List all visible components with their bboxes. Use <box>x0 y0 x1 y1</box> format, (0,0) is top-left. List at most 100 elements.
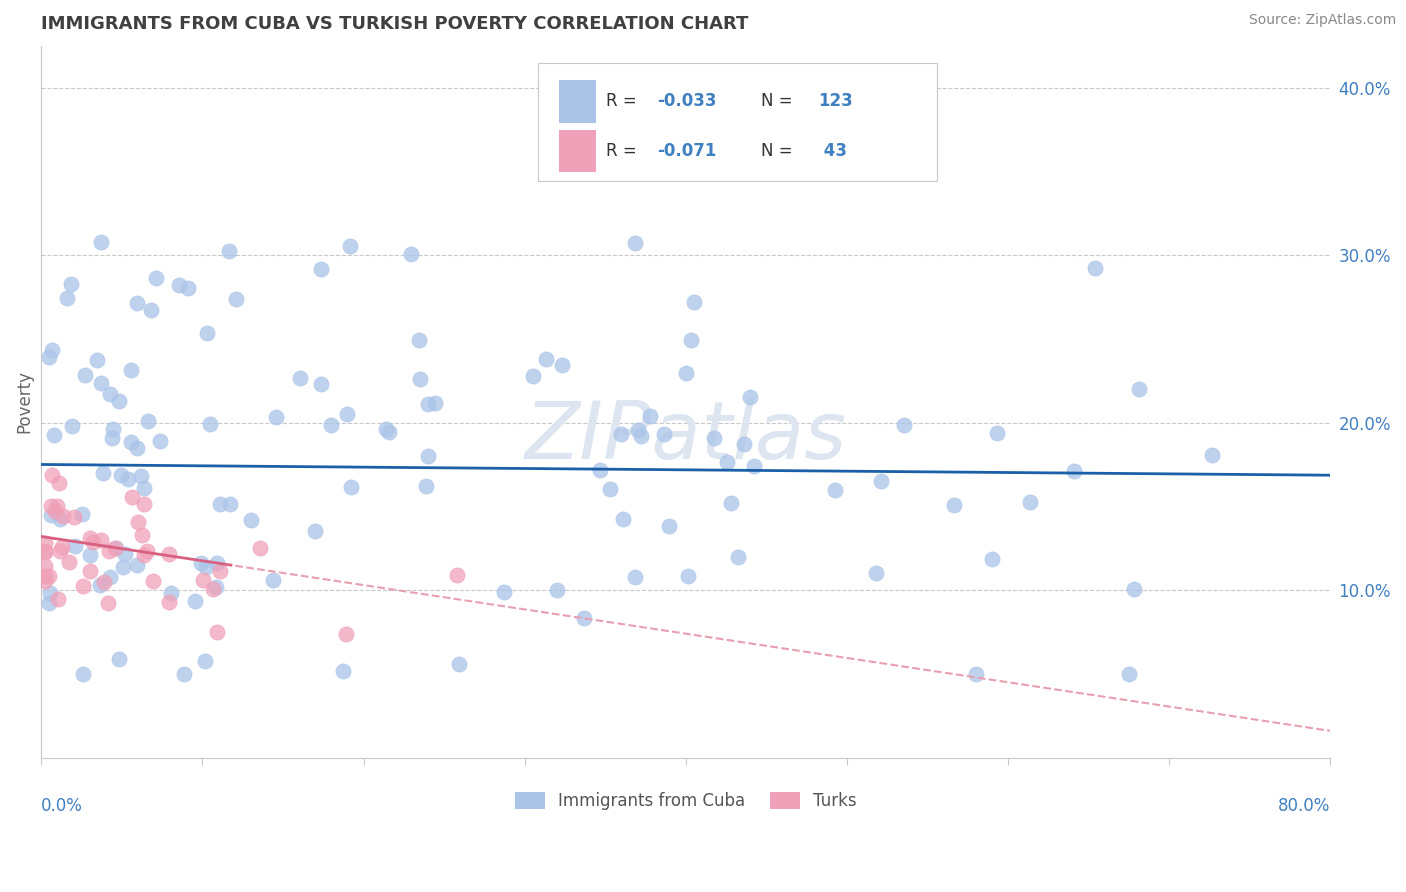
Point <box>72 579 94 593</box>
Point <box>1201 448 1223 462</box>
Point <box>965 666 987 681</box>
Point <box>135 543 157 558</box>
Point <box>136 414 159 428</box>
Point <box>733 437 755 451</box>
Point <box>125 442 148 456</box>
Point <box>129 469 152 483</box>
Point <box>127 515 149 529</box>
Point <box>157 547 180 561</box>
Point <box>34 545 56 559</box>
Point <box>41 467 63 482</box>
Point <box>627 423 650 437</box>
Point <box>408 334 430 348</box>
Point <box>624 235 647 250</box>
Point <box>522 368 544 383</box>
Point <box>101 431 124 445</box>
Point <box>42 427 65 442</box>
Point <box>104 541 127 555</box>
Point <box>79 564 101 578</box>
Point <box>75 368 97 382</box>
Point <box>209 497 232 511</box>
FancyBboxPatch shape <box>537 63 936 181</box>
Text: R =: R = <box>606 92 643 111</box>
Point <box>121 491 143 505</box>
Text: Source: ZipAtlas.com: Source: ZipAtlas.com <box>1249 13 1396 28</box>
Point <box>34 574 56 589</box>
Point <box>546 583 568 598</box>
Point <box>658 519 681 533</box>
Point <box>34 543 56 558</box>
Point <box>824 483 846 498</box>
Point <box>110 467 132 482</box>
Point <box>676 569 699 583</box>
FancyBboxPatch shape <box>560 129 596 172</box>
Point <box>131 527 153 541</box>
Point <box>127 558 149 572</box>
Point <box>111 559 134 574</box>
Point <box>79 548 101 562</box>
Point <box>120 435 142 450</box>
Point <box>34 536 56 550</box>
Point <box>225 292 247 306</box>
Point <box>309 376 332 391</box>
Point <box>572 611 595 625</box>
Point <box>209 564 232 578</box>
Point <box>423 396 446 410</box>
Point <box>869 474 891 488</box>
Point <box>86 353 108 368</box>
Point <box>82 534 104 549</box>
Point <box>108 652 131 666</box>
Point <box>319 417 342 432</box>
Point <box>125 296 148 310</box>
Point <box>986 425 1008 440</box>
Point <box>1019 495 1042 509</box>
Point <box>38 596 60 610</box>
Point <box>599 483 621 497</box>
Point <box>39 499 62 513</box>
Point <box>240 512 263 526</box>
Point <box>63 539 86 553</box>
Point <box>157 595 180 609</box>
Text: 43: 43 <box>818 142 848 160</box>
Point <box>742 458 765 473</box>
Point <box>39 586 62 600</box>
Point <box>447 657 470 672</box>
Point <box>48 475 70 490</box>
Point <box>70 508 93 522</box>
Point <box>218 244 240 258</box>
Point <box>720 496 742 510</box>
Point <box>309 261 332 276</box>
Point <box>304 524 326 538</box>
Point <box>195 559 218 574</box>
Point <box>202 582 225 596</box>
Point <box>177 281 200 295</box>
Point <box>1084 261 1107 276</box>
Point <box>205 557 228 571</box>
Point <box>90 235 112 249</box>
Point <box>39 508 62 522</box>
Point <box>34 569 56 583</box>
Point <box>34 559 56 574</box>
Point <box>446 568 468 582</box>
Point <box>551 358 574 372</box>
Point <box>865 566 887 581</box>
Point <box>378 425 401 439</box>
Point <box>1123 582 1146 596</box>
Point <box>675 366 697 380</box>
Point <box>63 509 86 524</box>
Point <box>399 247 422 261</box>
Point <box>716 455 738 469</box>
Y-axis label: Poverty: Poverty <box>15 370 32 434</box>
Point <box>679 333 702 347</box>
Point <box>89 577 111 591</box>
Point <box>416 449 439 463</box>
Point <box>375 422 398 436</box>
Point <box>415 479 437 493</box>
Point <box>336 407 359 421</box>
Text: N =: N = <box>761 92 797 111</box>
Text: 80.0%: 80.0% <box>1278 797 1330 814</box>
Point <box>56 291 79 305</box>
Point <box>51 540 73 554</box>
Point <box>44 504 66 518</box>
Point <box>173 666 195 681</box>
